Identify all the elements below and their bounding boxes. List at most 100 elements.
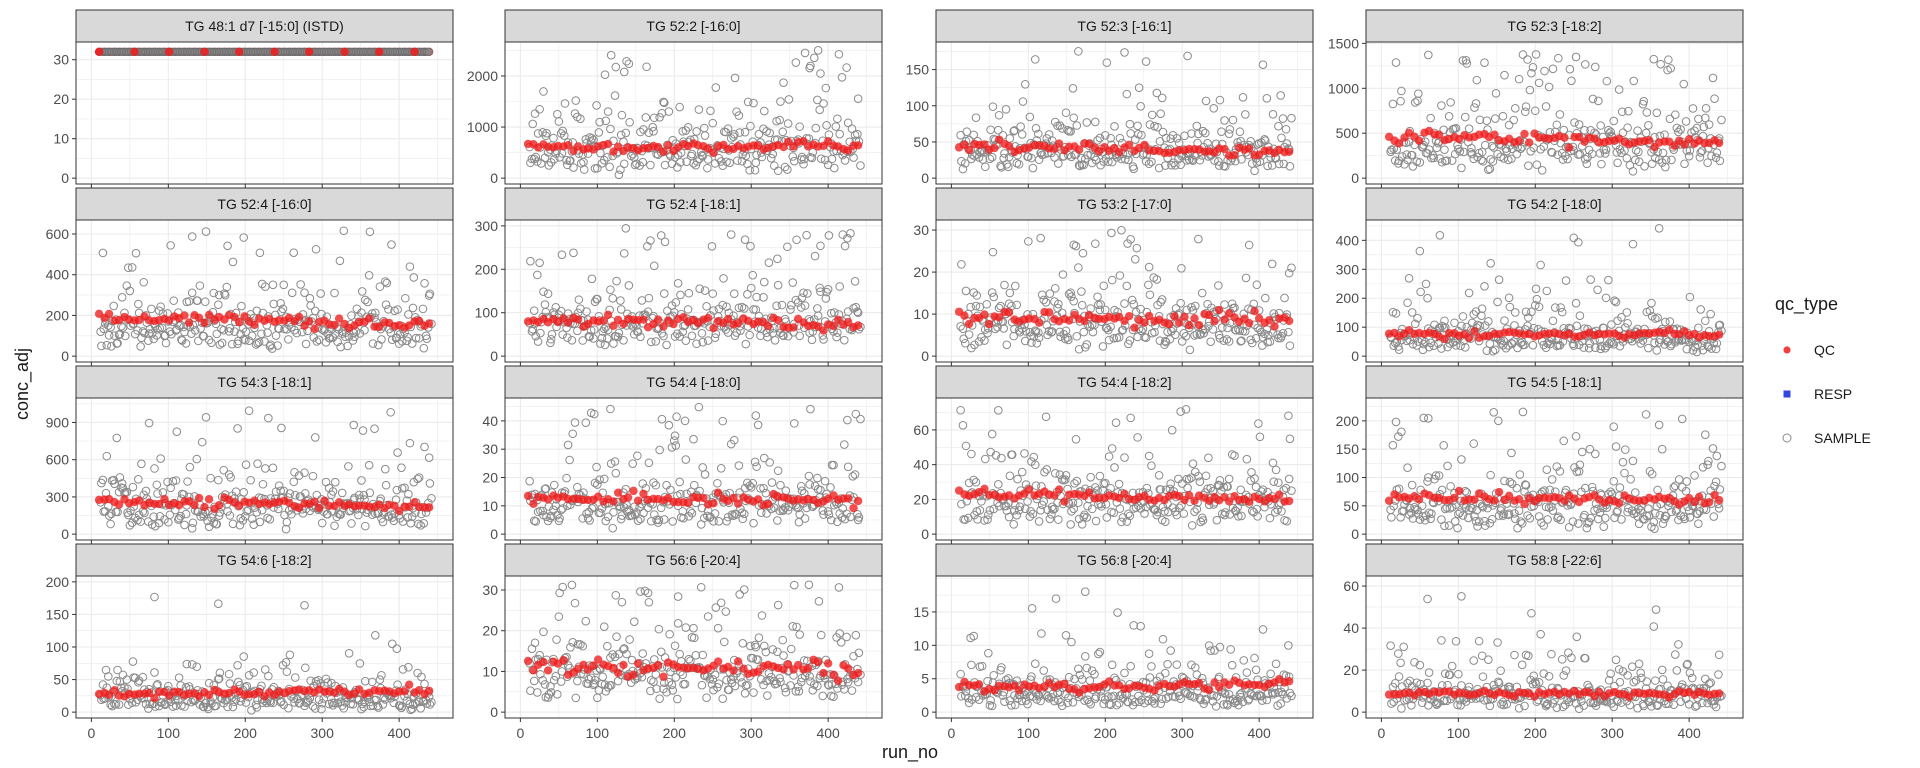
y-tick-label: 150 — [46, 606, 70, 622]
sample-point — [695, 284, 704, 293]
qc-point — [414, 316, 424, 326]
sample-point — [1684, 151, 1694, 161]
sample-point — [840, 335, 849, 345]
sample-point — [1069, 113, 1079, 123]
sample-point — [1590, 62, 1600, 72]
sample-point — [228, 257, 238, 267]
sample-point — [1215, 95, 1225, 105]
sample-point — [687, 149, 697, 159]
sample-point — [252, 306, 262, 316]
sample-point — [676, 158, 685, 167]
sample-point — [1397, 86, 1406, 96]
sample-point — [1521, 307, 1531, 317]
sample-point — [1209, 103, 1219, 113]
sample-point — [1252, 280, 1262, 290]
sample-point — [1098, 342, 1108, 351]
sample-point — [734, 111, 744, 120]
y-tick-label: 2000 — [467, 68, 498, 84]
sample-point — [1017, 130, 1027, 139]
y-tick-label: 100 — [1336, 469, 1360, 485]
sample-point — [1514, 74, 1524, 84]
sample-point — [1118, 325, 1128, 335]
sample-point — [1715, 156, 1725, 166]
panel-border — [1365, 41, 1744, 185]
sample-point — [958, 164, 968, 174]
panel-strip — [935, 9, 1314, 43]
y-tick-label: 200 — [1336, 413, 1360, 429]
sample-point — [840, 241, 850, 251]
sample-point — [1630, 155, 1640, 165]
panel-strip — [1365, 187, 1744, 221]
sample-point — [1125, 336, 1135, 345]
sample-point — [1147, 110, 1157, 120]
sample-point — [1197, 288, 1207, 298]
sample-point — [1107, 157, 1117, 167]
qc-point — [1004, 308, 1014, 317]
qc-point — [629, 486, 638, 496]
sample-point — [533, 129, 543, 138]
sample-point — [784, 95, 794, 104]
sample-point — [990, 324, 1000, 334]
sample-point — [1529, 323, 1539, 333]
sample-point — [641, 113, 651, 122]
sample-point — [689, 159, 698, 168]
qc-point — [563, 140, 573, 150]
sample-point — [1388, 99, 1398, 109]
sample-point — [994, 125, 1003, 135]
sample-point — [1058, 270, 1068, 279]
sample-point — [554, 117, 564, 126]
qc-point — [994, 313, 1004, 322]
sample-point — [528, 119, 537, 129]
sample-point — [1194, 129, 1203, 139]
sample-point — [1408, 339, 1418, 349]
sample-point — [394, 339, 404, 348]
sample-point — [1404, 274, 1414, 283]
sample-point — [110, 331, 119, 340]
sample-point — [296, 280, 305, 289]
sample-point — [1402, 150, 1412, 159]
sample-point — [1410, 98, 1420, 107]
sample-point — [649, 113, 659, 123]
qc-point — [1284, 316, 1294, 326]
sample-point — [1544, 82, 1554, 92]
sample-point — [1567, 76, 1576, 86]
sample-point — [1530, 106, 1540, 116]
sample-point — [601, 116, 611, 126]
qc-point — [1034, 318, 1044, 327]
sample-point — [791, 58, 801, 67]
sample-point — [1188, 305, 1198, 315]
qc-point — [234, 47, 244, 57]
sample-point — [853, 308, 863, 317]
sample-point — [1194, 234, 1203, 244]
sample-point — [1500, 70, 1509, 80]
sample-point — [741, 151, 751, 161]
sample-point — [1520, 340, 1529, 350]
sample-point — [994, 303, 1004, 313]
qc-point — [1220, 144, 1229, 154]
sample-point — [1534, 302, 1544, 312]
qc-point — [709, 499, 718, 508]
sample-point — [659, 98, 669, 108]
sample-point — [1565, 64, 1575, 74]
sample-point — [1268, 109, 1278, 119]
sample-point — [207, 338, 216, 348]
sample-point — [284, 335, 293, 344]
qc-point — [204, 310, 214, 320]
sample-point — [239, 334, 249, 344]
sample-point — [1137, 130, 1146, 140]
sample-point — [1534, 78, 1544, 88]
sample-point — [1133, 332, 1142, 342]
sample-point — [799, 288, 808, 298]
sample-point — [194, 336, 203, 346]
sample-point — [1220, 116, 1229, 125]
sample-point — [725, 158, 734, 168]
sample-point — [1064, 289, 1074, 299]
sample-point — [970, 151, 979, 161]
sample-point — [1253, 140, 1262, 149]
y-tick-label: 40 — [482, 413, 498, 429]
sample-point — [1555, 110, 1565, 119]
sample-point — [1072, 121, 1082, 130]
sample-point — [1167, 160, 1176, 170]
sample-point — [368, 339, 378, 348]
